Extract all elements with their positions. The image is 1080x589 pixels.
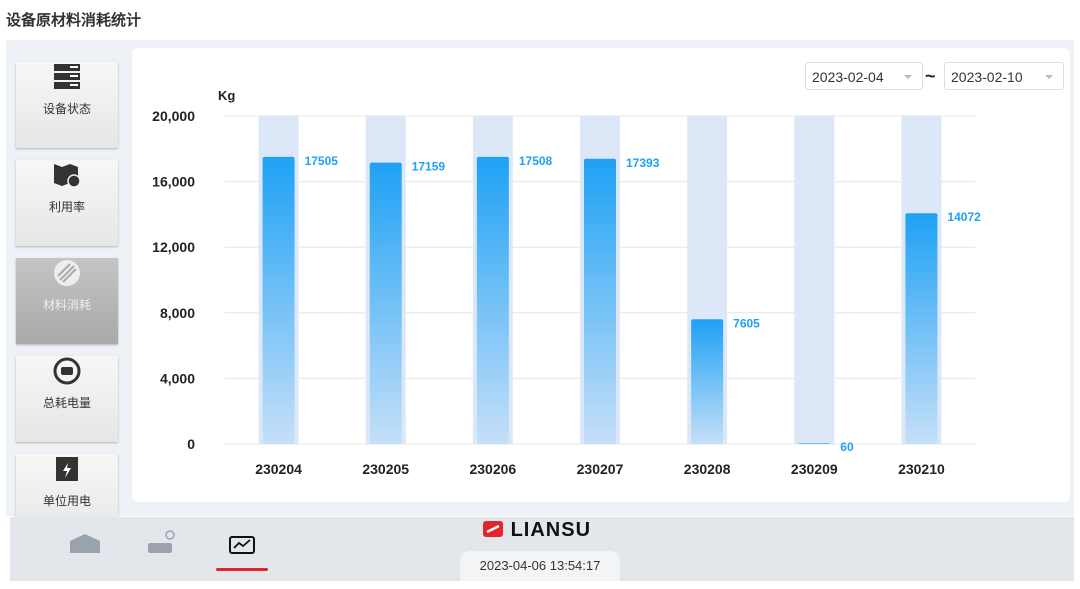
nav-item[interactable]: 总耗电量: [16, 356, 118, 442]
value-label: 17508: [519, 154, 553, 168]
bar: [691, 319, 724, 444]
nav-icon: [53, 357, 81, 385]
x-tick-label: 230206: [469, 461, 516, 477]
x-tick-label: 230204: [255, 461, 302, 477]
x-tick-label: 230208: [684, 461, 731, 477]
x-tick-label: 230205: [362, 461, 409, 477]
y-unit: Kg: [218, 88, 235, 103]
nav-label: 材料消耗: [42, 298, 91, 312]
start-date-select[interactable]: 2023-02-04: [805, 62, 923, 90]
y-tick-label: 8,000: [160, 305, 195, 321]
y-tick-label: 20,000: [152, 108, 195, 124]
nav-item[interactable]: 利用率: [16, 160, 118, 246]
date-separator: ~: [925, 66, 936, 86]
value-label: 14072: [947, 210, 981, 224]
nav-label: 设备状态: [42, 102, 91, 116]
value-label: 17393: [626, 156, 660, 170]
chart-panel: 2023-02-04 ~ 2023-02-10 Kg 0 4,000 8,000 12…: [132, 48, 1070, 502]
bar: [476, 156, 509, 444]
y-tick-label: 0: [187, 436, 195, 452]
nav-label: 利用率: [48, 200, 85, 214]
sidebar: 设备状态 利用率 材料消耗 总耗电量 单位用电: [16, 50, 118, 544]
home-icon[interactable]: [70, 534, 100, 553]
nav-label: 单位用电: [42, 494, 91, 508]
nav-icon: [56, 457, 78, 481]
logo-mark: [483, 521, 503, 537]
bar: [905, 213, 938, 444]
bar: [798, 443, 831, 445]
brand-name: LIANSU: [510, 519, 592, 541]
bar-track: [794, 116, 835, 444]
end-date-select[interactable]: 2023-02-10: [944, 62, 1064, 90]
nav-icon: [54, 164, 81, 188]
nav-item[interactable]: 材料消耗: [16, 258, 118, 344]
bar: [369, 162, 402, 444]
nav-icon: [54, 260, 80, 286]
nav-label: 总耗电量: [42, 396, 91, 410]
value-label: 17159: [412, 160, 446, 174]
bar: [262, 156, 295, 444]
start-date: 2023-02-04: [812, 69, 884, 85]
y-tick-label: 12,000: [152, 239, 195, 255]
bottom-nav: [70, 530, 268, 571]
device-icon[interactable]: [148, 543, 172, 553]
end-date: 2023-02-10: [951, 69, 1023, 85]
y-tick-label: 4,000: [160, 370, 195, 386]
value-label: 17505: [305, 154, 339, 168]
x-tick-label: 230210: [898, 461, 945, 477]
active-indicator: [216, 568, 268, 571]
value-label: 60: [840, 440, 854, 454]
y-tick-label: 16,000: [152, 174, 195, 190]
bar: [584, 158, 616, 444]
x-tick-label: 230207: [577, 461, 624, 477]
brand-logo: LIANSU: [482, 519, 591, 542]
nav-item[interactable]: 设备状态: [16, 62, 118, 148]
nav-icon: [54, 64, 80, 89]
chart: Kg 0 4,000 8,000 12,000 16,000 20,000 230204 17…: [152, 88, 981, 477]
x-tick-label: 230209: [791, 461, 838, 477]
datetime: 2023-04-06 13:54:17: [460, 551, 620, 581]
chart-icon[interactable]: [229, 536, 255, 554]
page-title: 设备原材料消耗统计: [6, 12, 142, 29]
value-label: 7605: [733, 316, 760, 330]
